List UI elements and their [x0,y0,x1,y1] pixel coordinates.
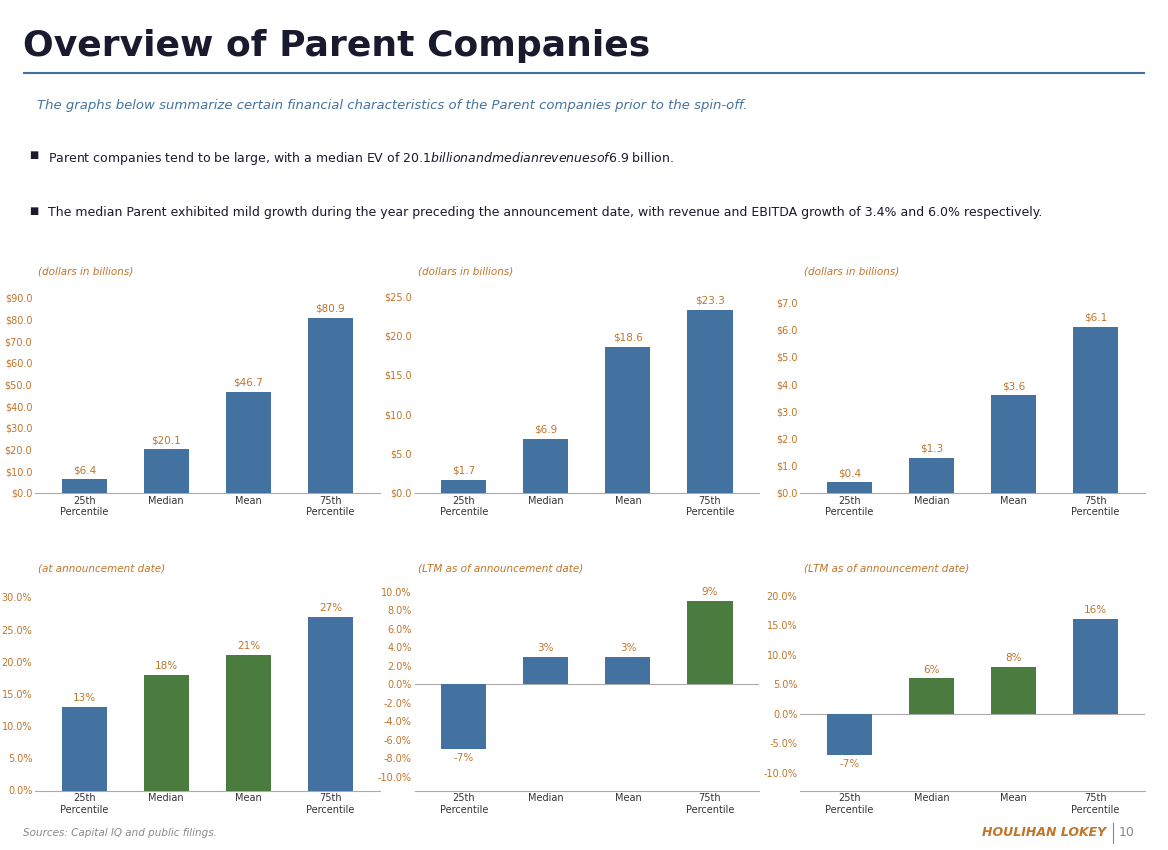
Text: EBITDA: EBITDA [945,243,1000,257]
Text: EBITDA Growth: EBITDA Growth [916,541,1029,554]
Bar [605,347,651,493]
Bar [909,457,954,493]
Text: Revenue Growth: Revenue Growth [524,541,649,554]
Bar [523,439,569,493]
Bar [827,482,871,493]
Bar [308,318,353,493]
Bar [990,395,1036,493]
Text: 16%: 16% [1084,605,1107,615]
Text: $80.9: $80.9 [315,303,346,314]
Text: $0.4: $0.4 [837,468,861,479]
Bar [1073,620,1118,714]
Bar [523,656,569,684]
Text: $3.6: $3.6 [1002,381,1026,391]
Text: 3%: 3% [620,643,637,653]
Text: The graphs below summarize certain financial characteristics of the Parent compa: The graphs below summarize certain finan… [37,99,748,112]
Text: (LTM as of announcement date): (LTM as of announcement date) [418,564,583,574]
Text: $23.3: $23.3 [695,296,725,306]
Text: HOULIHAN LOKEY: HOULIHAN LOKEY [982,826,1106,840]
Text: 3%: 3% [537,643,554,653]
Text: ■: ■ [29,207,39,216]
Text: $6.9: $6.9 [534,425,557,435]
Text: EV: EV [197,243,217,257]
Text: (LTM as of announcement date): (LTM as of announcement date) [804,564,968,574]
Bar [62,479,106,493]
Text: $18.6: $18.6 [613,333,642,343]
Text: EBITDA Margin: EBITDA Margin [152,541,263,554]
Text: $1.7: $1.7 [452,466,475,476]
Bar [225,655,271,790]
Bar [688,601,732,684]
Bar [144,450,189,493]
Text: $6.4: $6.4 [72,465,96,475]
Bar [225,392,271,493]
Text: 9%: 9% [702,587,718,598]
Text: $1.3: $1.3 [919,444,943,454]
Bar [990,666,1036,714]
Text: (dollars in billions): (dollars in billions) [39,266,133,276]
Text: 18%: 18% [154,660,178,671]
Text: 6%: 6% [923,665,939,675]
Text: 13%: 13% [72,693,96,703]
Text: (dollars in billions): (dollars in billions) [804,266,898,276]
Text: The median Parent exhibited mild growth during the year preceding the announceme: The median Parent exhibited mild growth … [48,207,1042,219]
Text: $46.7: $46.7 [234,378,263,388]
Text: 21%: 21% [237,642,260,651]
Text: Sources: Capital IQ and public filings.: Sources: Capital IQ and public filings. [23,828,217,838]
Bar [605,656,651,684]
Bar [1073,326,1118,493]
Text: -7%: -7% [453,753,474,762]
Bar [308,616,353,790]
Bar [62,707,106,790]
Text: -7%: -7% [839,759,860,769]
Text: (dollars in billions): (dollars in billions) [418,266,513,276]
Bar [909,678,954,714]
Text: $6.1: $6.1 [1084,313,1107,323]
Text: Revenue: Revenue [555,243,619,257]
Text: 27%: 27% [319,603,342,613]
Text: ■: ■ [29,150,39,160]
Bar [827,714,871,755]
Text: $20.1: $20.1 [152,435,181,445]
Bar [442,479,486,493]
Text: 8%: 8% [1006,653,1022,663]
Bar [442,684,486,749]
Text: Parent companies tend to be large, with a median EV of $20.1 billion and median : Parent companies tend to be large, with … [48,150,674,167]
Text: Overview of Parent Companies: Overview of Parent Companies [23,29,651,63]
Text: 10: 10 [1119,826,1134,840]
Text: (at announcement date): (at announcement date) [39,564,166,574]
Bar [688,309,732,493]
Bar [144,675,189,790]
